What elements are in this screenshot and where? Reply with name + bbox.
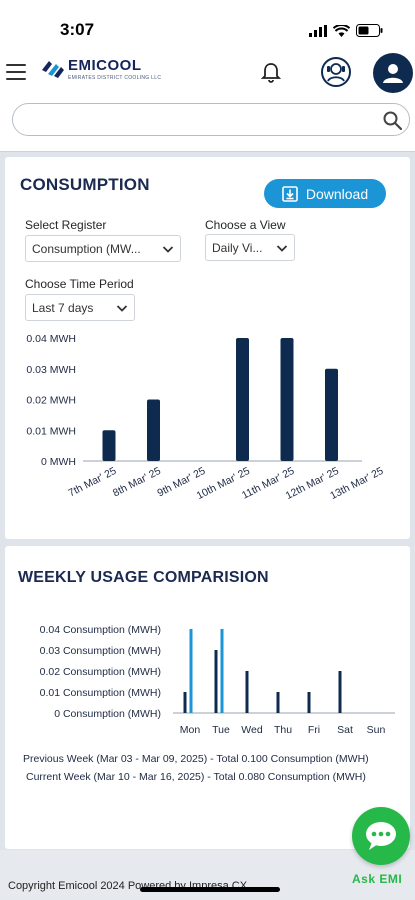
previous-week-bar — [307, 692, 311, 713]
y-tick-label: 0.02 MWH — [26, 395, 76, 407]
current-week-bar — [189, 629, 193, 713]
x-tick-label: 8th Mar' 25 — [111, 465, 163, 499]
view-value: Daily Vi... — [212, 240, 263, 255]
consumption-bar — [325, 368, 338, 461]
legend-previous-week: Previous Week (Mar 03 - Mar 09, 2025) - … — [23, 753, 369, 765]
search-icon[interactable] — [383, 111, 402, 130]
consumption-bar — [102, 430, 116, 461]
daily-consumption-chart: 0 MWH 0.01 MWH 0.02 MWH 0.03 MWH 0.04 MWH 7th… — [26, 333, 385, 502]
user-profile-button[interactable] — [373, 53, 413, 93]
current-week-bar — [220, 629, 224, 713]
download-icon — [282, 185, 298, 202]
period-value: Last 7 days — [32, 300, 94, 315]
x-tick-label: Thu — [274, 724, 292, 736]
y-tick-label: 0.04 MWH — [26, 333, 76, 345]
battery-icon — [356, 24, 383, 37]
previous-week-bar — [245, 671, 249, 713]
status-time: 3:07 — [60, 20, 95, 39]
search-input[interactable] — [25, 110, 365, 130]
status-icons — [309, 24, 383, 37]
weekly-usage-card: WEEKLY USAGE COMPARISION 0 Consumption (… — [5, 546, 410, 849]
previous-week-bar — [338, 671, 342, 713]
brand-logo: EMICOOL EMIRATES DISTRICT COOLING LLC — [40, 56, 161, 86]
x-tick-label: Mon — [180, 724, 201, 736]
legend-current-week: Current Week (Mar 10 - Mar 16, 2025) - T… — [26, 771, 366, 783]
chat-bubble-icon — [366, 822, 396, 850]
brand-tagline: EMIRATES DISTRICT COOLING LLC — [68, 75, 162, 81]
x-tick-label: Fri — [308, 724, 320, 736]
previous-week-bar — [214, 650, 218, 713]
register-label: Select Register — [25, 218, 107, 232]
y-tick-label: 0 MWH — [41, 456, 76, 468]
logo-mark-icon — [42, 61, 64, 78]
consumption-bar — [280, 338, 294, 461]
x-tick-label: Wed — [241, 724, 263, 736]
ask-emi-label: Ask EMI — [352, 872, 403, 886]
view-select[interactable]: Daily Vi... — [205, 234, 295, 261]
app-header: EMICOOL EMIRATES DISTRICT COOLING LLC — [0, 44, 415, 152]
consumption-bar — [236, 338, 249, 461]
y-tick-label: 0.04 Consumption (MWH) — [40, 624, 161, 636]
register-select[interactable]: Consumption (MW... — [25, 235, 181, 262]
view-label: Choose a View — [205, 218, 286, 232]
download-label: Download — [305, 185, 369, 202]
y-tick-label: 0.03 MWH — [26, 364, 76, 376]
search-bar — [12, 103, 410, 136]
menu-icon[interactable] — [6, 64, 26, 80]
previous-week-bar — [276, 692, 280, 713]
user-icon — [383, 64, 403, 83]
chevron-down-icon — [276, 244, 288, 252]
consumption-bar — [147, 399, 160, 461]
period-label: Choose Time Period — [25, 277, 134, 291]
x-tick-label: Sat — [337, 724, 353, 736]
wifi-icon — [333, 24, 350, 37]
weekly-comparison-chart: 0 Consumption (MWH) 0.01 Consumption (MWH… — [40, 624, 395, 736]
consumption-card: CONSUMPTION Download Select Register Con… — [5, 157, 410, 539]
x-tick-label: 7th Mar' 25 — [66, 465, 118, 499]
brand-name: EMICOOL — [68, 57, 142, 74]
download-button[interactable]: Download — [264, 179, 386, 208]
y-tick-label: 0.01 Consumption (MWH) — [40, 687, 161, 699]
weekly-title: WEEKLY USAGE COMPARISION — [18, 569, 269, 586]
y-tick-label: 0.01 MWH — [26, 425, 76, 437]
chevron-down-icon — [162, 245, 174, 253]
bell-icon[interactable] — [261, 62, 281, 84]
cellular-signal-icon — [309, 24, 327, 37]
y-tick-label: 0.02 Consumption (MWH) — [40, 666, 161, 678]
y-tick-label: 0.03 Consumption (MWH) — [40, 645, 161, 657]
chevron-down-icon — [116, 304, 128, 312]
period-select[interactable]: Last 7 days — [25, 294, 135, 321]
status-bar: 3:07 — [0, 0, 415, 44]
home-indicator — [140, 887, 280, 892]
y-tick-label: 0 Consumption (MWH) — [54, 708, 161, 720]
ask-emi-button[interactable] — [352, 807, 410, 865]
previous-week-bar — [183, 692, 187, 713]
consumption-title: CONSUMPTION — [20, 175, 150, 194]
x-tick-label: Sun — [367, 724, 386, 736]
x-tick-label: Tue — [212, 724, 230, 736]
register-value: Consumption (MW... — [32, 241, 141, 256]
support-agent-icon[interactable] — [320, 56, 352, 88]
